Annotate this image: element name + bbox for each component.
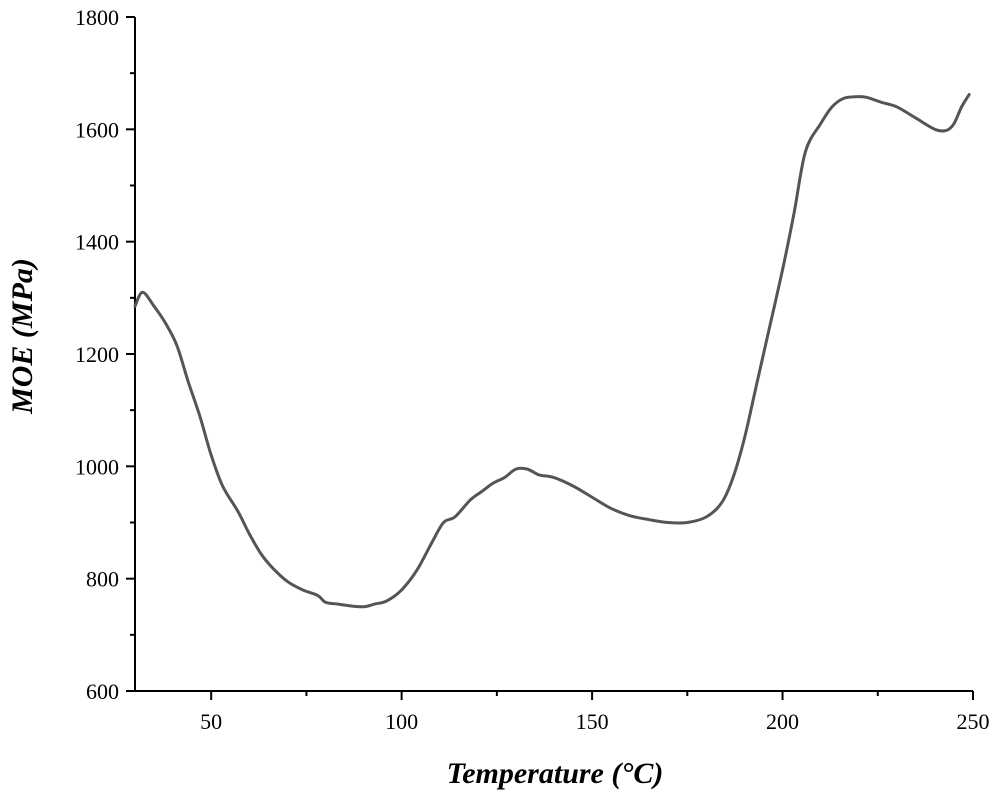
x-tick-label: 250 bbox=[957, 709, 990, 734]
series-layer bbox=[133, 93, 971, 609]
series-line-moe bbox=[133, 93, 971, 609]
y-tick-label: 1400 bbox=[75, 230, 119, 255]
x-tick-label: 50 bbox=[200, 709, 222, 734]
x-tick-label: 100 bbox=[385, 709, 418, 734]
ticks bbox=[126, 16, 974, 700]
y-tick-label: 800 bbox=[86, 567, 119, 592]
y-tick-label: 600 bbox=[86, 679, 119, 704]
y-tick-label: 1600 bbox=[75, 117, 119, 142]
y-tick-label: 1000 bbox=[75, 454, 119, 479]
y-axis-title: MOE (MPa) bbox=[6, 258, 39, 415]
x-tick-label: 150 bbox=[576, 709, 609, 734]
x-tick-label: 200 bbox=[766, 709, 799, 734]
axes bbox=[134, 17, 973, 692]
y-tick-label: 1200 bbox=[75, 342, 119, 367]
tick-labels: 50 100 150 200 250 600 800 1000 1200 1400 1600 1800 bbox=[75, 5, 990, 734]
x-axis-title: Temperature (°C) bbox=[447, 757, 664, 790]
y-tick-label: 1800 bbox=[75, 5, 119, 30]
